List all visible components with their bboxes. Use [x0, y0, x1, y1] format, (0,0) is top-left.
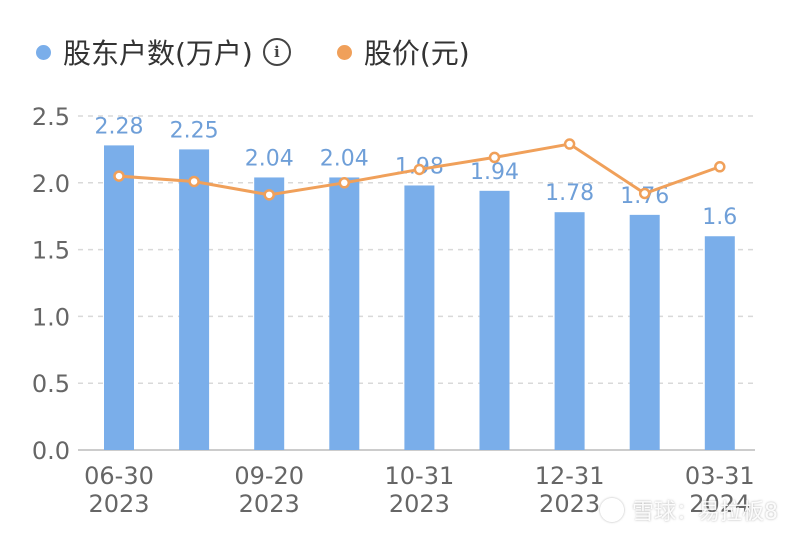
snowball-logo-icon [600, 498, 624, 522]
bar [179, 149, 210, 450]
chart-legend: 股东户数(万户) i 股价(元) [36, 28, 516, 76]
legend-marker-shareholders [36, 44, 51, 60]
bar [254, 177, 285, 450]
watermark: 雪球：易拉板8 [600, 494, 778, 526]
bar-value-label: 2.25 [170, 118, 219, 143]
bar [104, 145, 134, 450]
bar-value-label: 1.94 [470, 160, 519, 185]
x-tick-label-year: 2023 [539, 490, 600, 518]
x-tick-label-date: 06-30 [84, 462, 154, 490]
x-tick-label-date: 12-31 [535, 462, 605, 490]
bar-value-label: 1.6 [702, 205, 737, 230]
price-point [563, 138, 576, 150]
info-icon[interactable]: i [262, 38, 291, 66]
price-point [488, 151, 501, 164]
bar [554, 212, 585, 450]
legend-marker-price [336, 44, 352, 60]
bar-value-label: 2.28 [95, 114, 144, 139]
watermark-text: 雪球：易拉板8 [632, 500, 778, 525]
y-tick-label: 0.0 [32, 437, 70, 465]
x-tick-label-date: 03-31 [685, 462, 755, 490]
y-tick-label: 1.5 [32, 237, 70, 265]
x-tick-label-year: 2023 [88, 490, 149, 518]
x-tick-label-year: 2023 [389, 490, 450, 518]
y-tick-label: 2.0 [32, 170, 70, 198]
price-point [714, 161, 726, 173]
bar [329, 177, 360, 450]
legend-item-shareholders[interactable]: 股东户数(万户) i [36, 32, 291, 72]
price-point [413, 163, 426, 176]
x-tick-label-year: 2024 [689, 490, 750, 518]
price-point [113, 170, 125, 182]
price-point [188, 175, 200, 188]
y-tick-label: 1.0 [32, 303, 70, 331]
bar [404, 185, 435, 451]
legend-label-shareholders: 股东户数(万户) [63, 37, 253, 70]
price-point [338, 177, 351, 189]
y-tick-label: 0.5 [32, 370, 70, 398]
bar [629, 214, 660, 450]
bar-value-label: 2.04 [245, 146, 294, 171]
x-tick-label-year: 2023 [239, 490, 300, 518]
price-point [263, 189, 275, 201]
bar [704, 236, 735, 450]
x-tick-label-date: 09-20 [234, 462, 304, 490]
legend-item-price[interactable]: 股价(元) [336, 32, 470, 72]
bar [479, 190, 510, 451]
legend-label-price: 股价(元) [363, 37, 470, 70]
price-point [638, 187, 651, 200]
x-tick-label-date: 10-31 [385, 462, 455, 490]
bar-value-label: 1.78 [545, 181, 594, 206]
bar-value-label: 2.04 [320, 146, 369, 171]
y-tick-label: 2.5 [32, 103, 70, 131]
